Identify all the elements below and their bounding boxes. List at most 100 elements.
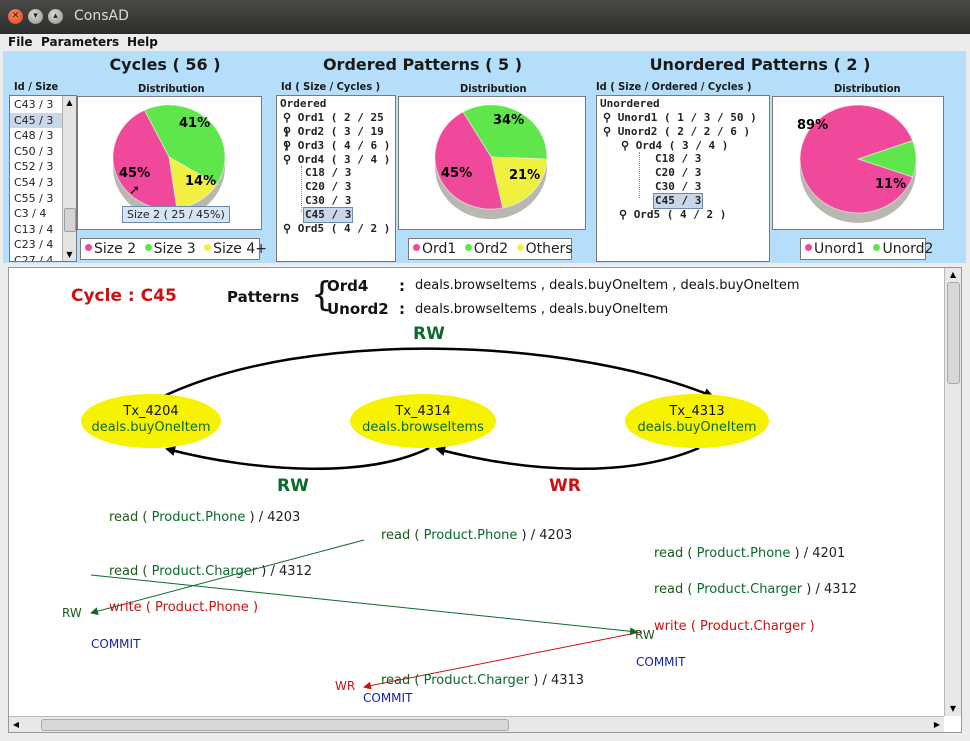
pattern2-value: deals.browseItems , deals.buyOneItem <box>415 302 669 317</box>
tx-node-4313[interactable] <box>625 394 769 448</box>
tree-leaf-c20[interactable]: C20 / 3 <box>305 180 352 193</box>
cycle-list-item[interactable]: C27 / 4 <box>14 253 54 262</box>
unordered-tree-header: Id ( Size / Ordered / Cycles ) <box>596 80 752 93</box>
pie-slice[interactable] <box>799 104 914 214</box>
unordered-title: Unordered Patterns ( 2 ) <box>649 55 871 74</box>
unordered-distribution-header: Distribution <box>834 82 901 95</box>
tree-leaf-c18[interactable]: C18 / 3 <box>305 166 352 179</box>
pattern2-name: Unord2 <box>327 300 389 318</box>
cycle-list-item[interactable]: C43 / 3 <box>14 98 54 111</box>
minimize-icon: ▾ <box>33 11 38 21</box>
detail-horizontal-scrollbar[interactable]: ◀ ▶ <box>9 716 944 732</box>
tree-handle-icon: ⚲ <box>619 208 628 221</box>
cycle-list-item[interactable]: C55 / 3 <box>14 191 54 205</box>
cycles-list-scroll-thumb[interactable] <box>64 208 76 232</box>
op-a-read-charger: read ( Product.Charger ) / 4312 <box>109 564 313 579</box>
cycle-list-item[interactable]: C45 / 3 <box>10 112 62 129</box>
cycle-list-item[interactable]: C54 / 3 <box>14 175 54 189</box>
pattern2-colon: : <box>399 300 405 318</box>
cycle-list-item[interactable]: C13 / 4 <box>14 222 54 236</box>
pie-label-others: 21% <box>509 168 541 183</box>
tree-node-ord3[interactable]: ⚲ Ord3 ( 4 / 6 ) <box>283 139 391 152</box>
cycles-list[interactable]: C43 / 3 C45 / 3 C48 / 3 C50 / 3 C52 / 3 C54 /… <box>9 95 77 262</box>
pie-slice[interactable] <box>434 111 504 210</box>
cycles-pie-chart <box>112 104 226 220</box>
pie-slice[interactable] <box>143 104 226 185</box>
tree-node-unord1[interactable]: ⚲ Unord1 ( 1 / 3 / 50 ) <box>603 111 757 124</box>
ordered-tree[interactable]: Ordered ⚲ Ord1 ( 2 / 25 ) ⚲ Ord2 ( 3 / 1… <box>276 95 396 262</box>
cycle-list-item[interactable]: C48 / 3 <box>14 129 54 143</box>
tree-node-unord2[interactable]: ⚲ Unord2 ( 2 / 2 / 6 ) <box>603 125 751 138</box>
menu-parameters[interactable]: Parameters <box>41 35 120 49</box>
minimize-window-button[interactable]: ▾ <box>28 9 43 24</box>
tree-leaf-c30[interactable]: C30 / 3 <box>655 180 702 193</box>
detail-hscroll-thumb[interactable] <box>41 719 509 731</box>
op-edge-rw1 <box>90 539 365 616</box>
tree-handle-icon: ⚲ <box>283 222 292 235</box>
scroll-down-icon[interactable]: ▼ <box>66 250 73 259</box>
legend-dot-icon <box>413 244 420 251</box>
cycle-detail-panel[interactable]: Cycle : C45 Patterns { Ord4 : deals.brow… <box>8 267 962 733</box>
ordered-legend: Ord1 Ord2 Others <box>408 238 573 260</box>
op-c-read-phone: read ( Product.Phone ) / 4201 <box>654 546 846 561</box>
tx-node-4204[interactable] <box>81 394 221 448</box>
legend-dot-icon <box>516 244 524 251</box>
scroll-up-icon[interactable]: ▲ <box>66 98 73 107</box>
tree-handle-icon: ⚲ <box>283 139 292 152</box>
op-b-commit: COMMIT <box>363 691 413 705</box>
tree-root-ordered[interactable]: Ordered <box>280 97 327 110</box>
tree-node-ord4[interactable]: ⚲ Ord4 ( 3 / 4 ) <box>621 139 729 152</box>
detail-vertical-scrollbar[interactable]: ▲ ▼ <box>944 268 961 716</box>
edge-label-rw-top: RW <box>413 324 445 344</box>
tree-leaf-c20[interactable]: C20 / 3 <box>655 166 702 179</box>
tx-node-4314[interactable] <box>350 394 496 448</box>
unordered-pie <box>799 104 917 223</box>
pie-label-unord2: 11% <box>875 177 907 192</box>
maximize-window-button[interactable]: ▴ <box>48 9 63 24</box>
legend-size2: Size 2 <box>94 241 137 257</box>
detail-vscroll-thumb[interactable] <box>947 282 960 384</box>
close-icon: ✕ <box>11 11 20 21</box>
tree-handle-icon: ⚲ <box>603 111 612 124</box>
legend-ord2: Ord2 <box>473 241 509 257</box>
unordered-pie-box: 89% 11% <box>772 96 944 230</box>
tree-guide <box>301 166 303 212</box>
tree-node-ord2[interactable]: ⚲ Ord2 ( 3 / 19 ) <box>283 125 384 152</box>
tree-leaf-c18[interactable]: C18 / 3 <box>655 152 702 165</box>
tree-leaf-c45-selected[interactable]: C45 / 3 <box>653 193 704 209</box>
ordered-tree-header: Id ( Size / Cycles ) <box>281 80 381 93</box>
op-edge-rw2 <box>90 574 638 636</box>
op-a-read-phone: read ( Product.Phone ) / 4203 <box>109 510 301 525</box>
op-label-wr: WR <box>335 679 356 693</box>
tree-leaf-c30[interactable]: C30 / 3 <box>305 194 352 207</box>
tree-node-ord5[interactable]: ⚲ Ord5 ( 4 / 2 ) <box>283 222 391 235</box>
cycle-list-item[interactable]: C52 / 3 <box>14 160 54 174</box>
tree-root-unordered[interactable]: Unordered <box>600 97 660 110</box>
close-window-button[interactable]: ✕ <box>8 9 23 24</box>
tree-node-ord1[interactable]: ⚲ Ord1 ( 2 / 25 ) <box>283 111 384 138</box>
scroll-left-icon[interactable]: ◀ <box>12 720 20 729</box>
ordered-pie-chart <box>434 104 548 220</box>
op-c-read-charger: read ( Product.Charger ) / 4312 <box>654 582 858 597</box>
op-label-rw2: RW <box>635 628 655 642</box>
pie-slice[interactable] <box>490 156 548 209</box>
cycle-list-item[interactable]: C3 / 4 <box>14 207 47 221</box>
unordered-tree[interactable]: Unordered ⚲ Unord1 ( 1 / 3 / 50 ) ⚲ Unor… <box>596 95 770 262</box>
tree-leaf-c45-selected[interactable]: C45 / 3 <box>303 207 354 223</box>
menu-file[interactable]: File <box>8 35 33 49</box>
cycles-list-scrollbar[interactable]: ▲ ▼ <box>62 96 76 261</box>
legend-dot-icon <box>144 244 152 251</box>
title-bar <box>0 0 970 34</box>
scroll-down-icon[interactable]: ▼ <box>949 704 957 713</box>
scroll-up-icon[interactable]: ▲ <box>949 270 957 279</box>
maximize-icon: ▴ <box>53 11 58 21</box>
cycle-list-item[interactable]: C50 / 3 <box>14 144 54 158</box>
tree-node-ord4[interactable]: ⚲ Ord4 ( 3 / 4 ) <box>283 153 391 166</box>
scroll-right-icon[interactable]: ▶ <box>933 720 941 729</box>
unordered-pie-chart <box>799 104 917 223</box>
tree-node-ord5[interactable]: ⚲ Ord5 ( 4 / 2 ) <box>619 208 727 221</box>
cycle-list-item[interactable]: C23 / 4 <box>14 238 54 252</box>
pattern1-value: deals.browseItems , deals.buyOneItem , d… <box>415 278 800 293</box>
pattern1-name: Ord4 <box>327 277 369 295</box>
menu-help[interactable]: Help <box>127 35 158 49</box>
